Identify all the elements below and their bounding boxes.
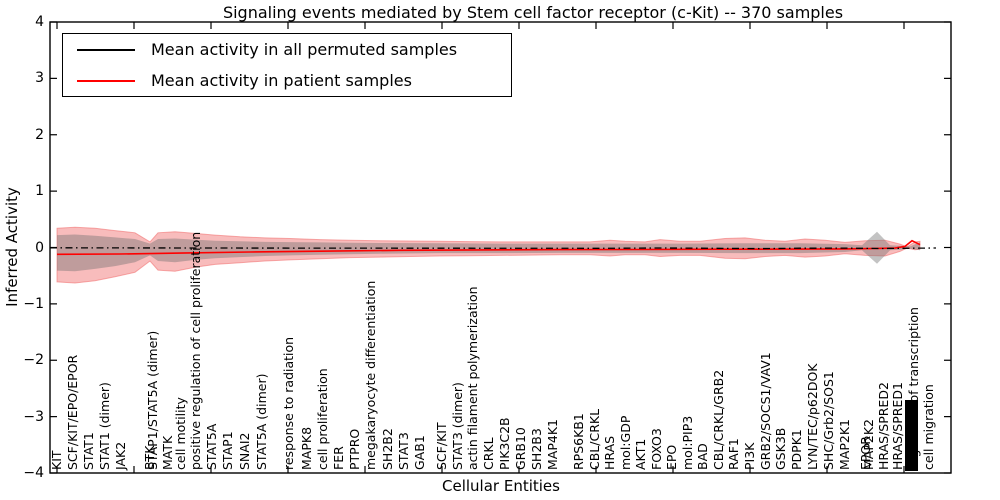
entity-label: SH2B3 <box>529 428 544 470</box>
entity-label: GAB1 <box>412 435 427 470</box>
y-tick-label: 1 <box>35 183 44 200</box>
entity-label: cell migration <box>921 384 936 470</box>
entity-label: AKT1 <box>633 438 648 470</box>
entity-label: FER <box>331 446 346 470</box>
entity-label: BAD <box>695 443 710 470</box>
entity-label: cell proliferation <box>315 368 330 470</box>
entity-label: EPO <box>664 444 679 470</box>
entity-label: cell motility <box>173 397 188 470</box>
entity-label: PTPRO <box>347 428 362 470</box>
entity-label: SNAI2 <box>237 432 252 470</box>
patient-band <box>56 226 921 284</box>
entity-label: FOXO3 <box>649 428 664 470</box>
legend-label: Mean activity in patient samples <box>151 71 412 90</box>
entity-label: HRAS/SPRED2 <box>876 382 891 470</box>
entity-label: PI3K <box>742 442 757 470</box>
entity-label: PIK3C2B <box>497 417 512 470</box>
entity-label: PDPK1 <box>789 429 804 470</box>
entity-label: MAP2K2 <box>861 419 876 470</box>
entity-label: STAT5A (dimer) <box>254 373 269 470</box>
entity-label: mol:PIP3 <box>680 415 695 470</box>
entity-label: LYN/TEC/p62DOK <box>805 363 820 470</box>
entity-label: response to radiation <box>281 336 296 470</box>
entity-label: STAP1/STAT5A (dimer) <box>145 330 160 470</box>
entity-label: MAP4K1 <box>545 419 560 470</box>
entity-label: actin filament polymerization <box>465 286 480 470</box>
entity-label: STAT5A <box>204 423 219 470</box>
entity-label: STAT3 <box>396 432 411 470</box>
entity-label: positive regulation of cell proliferatio… <box>188 231 203 470</box>
chart-title: Signaling events mediated by Stem cell f… <box>222 3 844 22</box>
y-tick-label: 4 <box>35 14 44 30</box>
legend-entry-patient: Mean activity in patient samples <box>63 66 511 96</box>
entity-label: SCF/KIT/EPO/EPOR <box>65 354 80 470</box>
entity-label: SH2B2 <box>380 428 395 470</box>
entity-label: HRAS <box>602 435 617 470</box>
entity-label: mol:GDP <box>618 415 633 470</box>
y-tick-label: −4 <box>23 465 44 481</box>
patient-line-swatch <box>77 79 135 82</box>
entity-label: RPS6KB1 <box>571 413 586 470</box>
entity-label: CBL/CRKL/GRB2 <box>711 369 726 470</box>
legend-label: Mean activity in all permuted samples <box>151 40 458 59</box>
entity-label: JAK2 <box>113 441 128 470</box>
entity-label: CBL/CRKL <box>587 408 602 470</box>
entity-label: STAT1 (dimer) <box>97 382 112 470</box>
entity-label: MAPK8 <box>299 426 314 470</box>
entity-label: megakaryocyte differentiation <box>363 280 378 470</box>
entity-label: GRB2/SOCS1/VAV1 <box>758 352 773 470</box>
entity-label: STAT1 <box>81 432 96 470</box>
legend-box: Mean activity in all permuted samples Me… <box>62 33 512 97</box>
entity-label: MAP2K1 <box>837 419 852 470</box>
entity-label: SCF/KIT <box>434 422 449 470</box>
entity-label: STAP1 <box>220 431 235 470</box>
permuted-mean-line <box>49 247 937 250</box>
x-axis-label: Cellular Entities <box>442 477 560 495</box>
entity-label: STAT3 (dimer) <box>450 382 465 470</box>
permuted-line-swatch <box>77 48 135 51</box>
entity-label: RAF1 <box>726 438 741 470</box>
entity-label: SHC/Grb2/SOS1 <box>821 371 836 470</box>
permuted-band <box>57 231 920 272</box>
overlapped-labels-block <box>905 400 918 471</box>
patient-mean-line <box>56 239 921 256</box>
y-tick-label: −3 <box>23 408 44 425</box>
entity-label: KIT <box>49 450 64 470</box>
y-tick-label: −2 <box>23 352 44 369</box>
entity-label: GSK3B <box>773 427 788 470</box>
y-tick-label: 0 <box>35 239 44 256</box>
y-tick-label: 2 <box>35 126 44 143</box>
legend-entry-permuted: Mean activity in all permuted samples <box>63 35 511 65</box>
entity-label: HRAS/SPRED1 <box>890 382 905 470</box>
y-tick-label: 3 <box>35 70 44 87</box>
entity-label: CRKL <box>481 437 496 470</box>
entity-label: GRB10 <box>513 427 528 470</box>
y-tick-label: −1 <box>23 295 44 312</box>
